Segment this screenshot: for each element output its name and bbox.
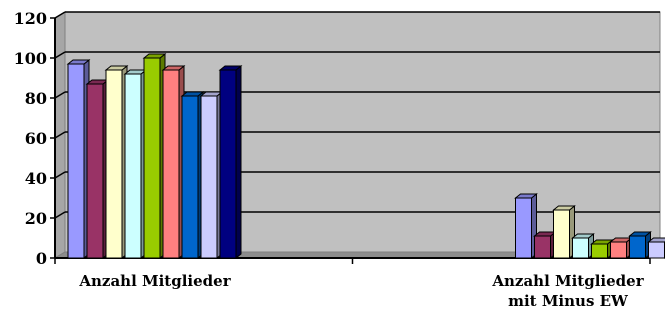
bar [553,209,570,259]
category-labels: Anzahl Mitglieder Anzahl Mitglieder mit Mi… [78,272,644,310]
gridline-diag [54,51,66,59]
y-tick-label: 20 [25,209,47,228]
y-tick-label: 0 [36,249,47,268]
category-label: Anzahl Mitglieder [491,272,644,290]
y-tick-label: 60 [25,129,47,148]
bar [181,95,199,259]
y-tick-label: 100 [14,49,47,68]
bar [162,69,180,259]
bar [219,69,237,259]
bar [591,243,608,259]
bar [200,95,218,259]
bar [629,235,646,259]
y-tick-label: 40 [25,169,47,188]
bar [86,83,104,259]
bar [67,63,85,259]
gridline-diag [54,11,66,19]
category-label: mit Minus EW [508,292,629,310]
gridline-diag [54,171,66,179]
bar [610,241,627,259]
bars [66,52,665,260]
bar [124,73,142,259]
y-tick-label: 120 [14,9,47,28]
bar [105,69,123,259]
bar [534,235,551,259]
y-tick-labels: 0 20 40 60 80 100 120 [14,9,47,268]
gridline-diag [54,211,66,219]
category-label: Anzahl Mitglieder [78,272,231,290]
gridline-diag [54,91,66,99]
bar [143,57,161,259]
y-tick-label: 80 [25,89,47,108]
bar [515,197,532,259]
bar-side [235,64,242,260]
bar [648,241,665,259]
bar [572,237,589,259]
gridline-diag [54,131,66,139]
